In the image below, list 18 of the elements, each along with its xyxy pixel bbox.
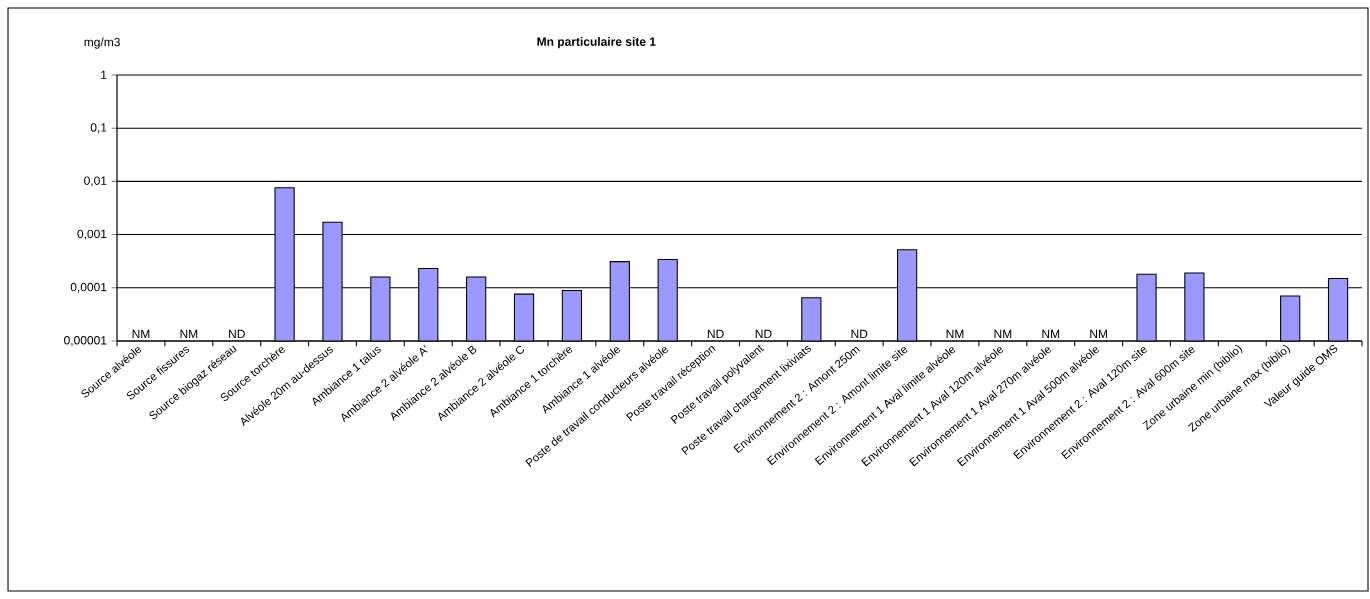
- text: NM: [180, 329, 198, 339]
- text: ND: [755, 329, 772, 339]
- text: ND: [851, 329, 868, 339]
- y-tick-label: 0,001: [77, 229, 107, 240]
- text: NM: [1042, 329, 1060, 339]
- y-tick-label: 0,01: [84, 176, 107, 187]
- text: NM: [1090, 329, 1107, 339]
- text: NM: [132, 329, 150, 339]
- text: ND: [707, 329, 724, 339]
- y-axis-title: mg/m3: [84, 37, 120, 49]
- text: NM: [946, 329, 964, 339]
- y-tick-label: 0,1: [90, 123, 107, 134]
- y-tick-label: 0,0001: [70, 282, 107, 293]
- y-tick-label: 1: [101, 70, 107, 80]
- chart-title: Mn particulaire site 1: [537, 37, 656, 49]
- text: ND: [229, 329, 245, 339]
- text: NM: [994, 329, 1012, 339]
- y-tick-label: 0,00001: [64, 336, 107, 346]
